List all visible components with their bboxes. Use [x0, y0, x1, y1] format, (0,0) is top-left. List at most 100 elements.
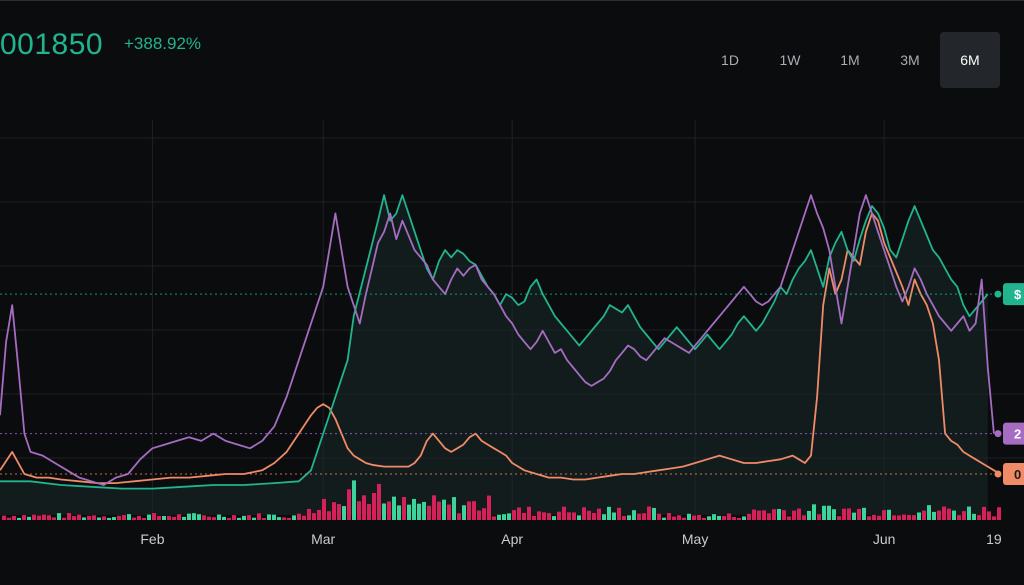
volume-bar — [342, 506, 346, 520]
volume-bar — [807, 510, 811, 520]
volume-bar — [962, 511, 966, 520]
tag-box — [1003, 283, 1024, 306]
volume-bar — [887, 509, 891, 520]
volume-bar — [852, 512, 856, 520]
volume-bar — [572, 512, 576, 520]
volume-bar — [337, 504, 341, 520]
volume-bar — [482, 508, 486, 520]
range-button-1d[interactable]: 1D — [721, 52, 739, 68]
volume-bar — [742, 516, 746, 520]
volume-bar — [517, 507, 521, 520]
series-line-orange — [0, 212, 1001, 484]
volume-bar — [722, 515, 726, 520]
volume-bar — [992, 516, 996, 520]
volume-bar — [982, 506, 986, 520]
volume-bar — [167, 515, 171, 520]
volume-bar — [627, 515, 631, 520]
volume-bar — [967, 506, 971, 520]
volume-bar — [322, 498, 326, 520]
volume-bar — [467, 501, 471, 520]
x-axis-label: Apr — [501, 531, 523, 547]
volume-bar — [872, 514, 876, 520]
volume-bar — [122, 515, 126, 520]
series-line-green — [0, 194, 989, 490]
volume-bar — [497, 514, 501, 520]
volume-bar — [422, 501, 426, 520]
volume-bar — [152, 513, 156, 520]
volume-bar — [7, 517, 11, 520]
volume-bar — [702, 517, 706, 520]
volume-bar — [202, 515, 206, 520]
last-value-dot — [994, 290, 1002, 298]
volume-bar — [567, 512, 571, 520]
volume-bar — [77, 514, 81, 520]
volume-bar — [557, 511, 561, 520]
x-axis-label: Mar — [311, 531, 335, 547]
range-button-3m[interactable]: 3M — [900, 52, 920, 68]
volume-bar — [157, 515, 161, 520]
last-value-tag-purple: 2 — [1003, 422, 1024, 445]
volume-bar — [577, 515, 581, 520]
tag-label: $ — [1014, 287, 1022, 302]
volume-bar — [957, 515, 961, 520]
volume-bar — [447, 504, 451, 520]
volume-bar — [897, 515, 901, 520]
volume-bar — [227, 518, 231, 520]
volume-bar — [802, 515, 806, 520]
volume-bar — [72, 516, 76, 520]
volume-bar — [237, 517, 241, 520]
volume-bar — [117, 515, 121, 520]
volume-bar — [632, 510, 636, 520]
volume-bar — [847, 508, 851, 520]
volume-bar — [407, 504, 411, 520]
volume-bar — [182, 516, 186, 520]
volume-bar — [777, 509, 781, 520]
range-button-1m[interactable]: 1M — [840, 52, 860, 68]
volume-bar — [2, 515, 6, 520]
volume-bar — [412, 498, 416, 520]
volume-bar — [592, 512, 596, 520]
volume-bar — [267, 514, 271, 520]
tag-box — [1003, 462, 1024, 485]
volume-bar — [972, 513, 976, 520]
volume-bar — [97, 517, 101, 520]
volume-bar — [147, 514, 151, 520]
volume-bar — [662, 517, 666, 520]
volume-bar — [187, 513, 191, 520]
volume-bar — [37, 515, 41, 520]
volume-bar — [607, 506, 611, 520]
volume-bar — [637, 513, 641, 520]
volume-bar — [947, 508, 951, 520]
volume-bar — [92, 515, 96, 520]
volume-bar — [252, 517, 256, 520]
volume-bar — [657, 513, 661, 520]
volume-bar — [432, 495, 436, 520]
volume-bar — [912, 515, 916, 520]
volume-bar — [87, 515, 91, 520]
volume-bar — [352, 480, 356, 520]
volume-bar — [257, 513, 261, 520]
volume-bar — [302, 515, 306, 520]
volume-bar — [917, 512, 921, 520]
volume-bar — [452, 497, 456, 520]
range-button-1w[interactable]: 1W — [779, 52, 801, 68]
volume-bar — [772, 509, 776, 520]
range-button-6m[interactable]: 6M — [940, 32, 1000, 88]
volume-bar — [17, 517, 21, 520]
volume-bar — [922, 510, 926, 520]
volume-bar — [472, 501, 476, 520]
volume-bar — [587, 510, 591, 520]
volume-bar — [392, 496, 396, 520]
volume-bar — [287, 517, 291, 520]
volume-bar — [282, 517, 286, 520]
volume-bar — [112, 517, 116, 520]
volume-bar — [247, 515, 251, 520]
volume-bar — [832, 509, 836, 520]
volume-bar — [197, 514, 201, 520]
tag-label: 2 — [1014, 427, 1021, 442]
volume-bar — [727, 513, 731, 520]
last-value-tag-orange: 0 — [1003, 462, 1024, 485]
volume-bar — [767, 513, 771, 520]
volume-bar — [697, 514, 701, 520]
